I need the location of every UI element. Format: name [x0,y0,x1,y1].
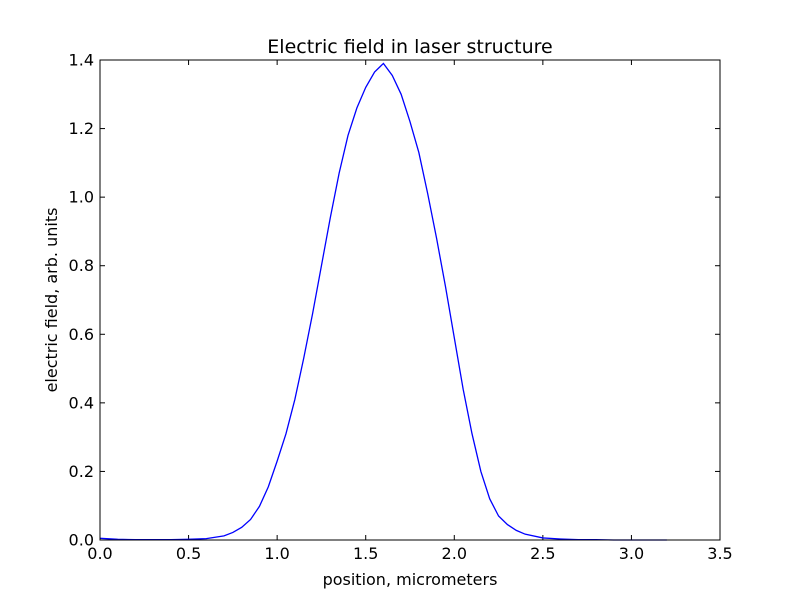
x-tick-label: 3.5 [707,544,732,563]
x-axis-label: position, micrometers [323,570,498,589]
x-tick-label: 3.0 [619,544,644,563]
axis-ticks [99,59,721,541]
y-tick-label: 1.2 [69,119,94,138]
x-tick-label: 0.0 [87,544,112,563]
x-tick-label: 0.5 [176,544,201,563]
y-tick-label: 0.6 [69,325,94,344]
x-tick-label: 1.5 [353,544,378,563]
plot-area-frame [99,59,721,541]
y-tick-label: 0.0 [69,531,94,550]
y-tick-label: 1.4 [69,51,94,70]
y-tick-label: 0.8 [69,256,94,275]
electric-field-line [99,62,667,541]
x-tick-label: 2.0 [442,544,467,563]
y-tick-label: 0.4 [69,393,94,412]
chart-title: Electric field in laser structure [267,36,552,58]
axis-tick-labels: 0.0 0.5 1.0 1.5 2.0 2.5 3.0 3.5 0.0 0.2 0.4 0.6 0.8 1… [69,51,733,564]
x-tick-label: 2.5 [530,544,555,563]
y-tick-label: 0.2 [69,462,94,481]
y-axis-label: electric field, arb. units [42,208,61,393]
y-tick-label: 1.0 [69,188,94,207]
x-tick-label: 1.0 [264,544,289,563]
